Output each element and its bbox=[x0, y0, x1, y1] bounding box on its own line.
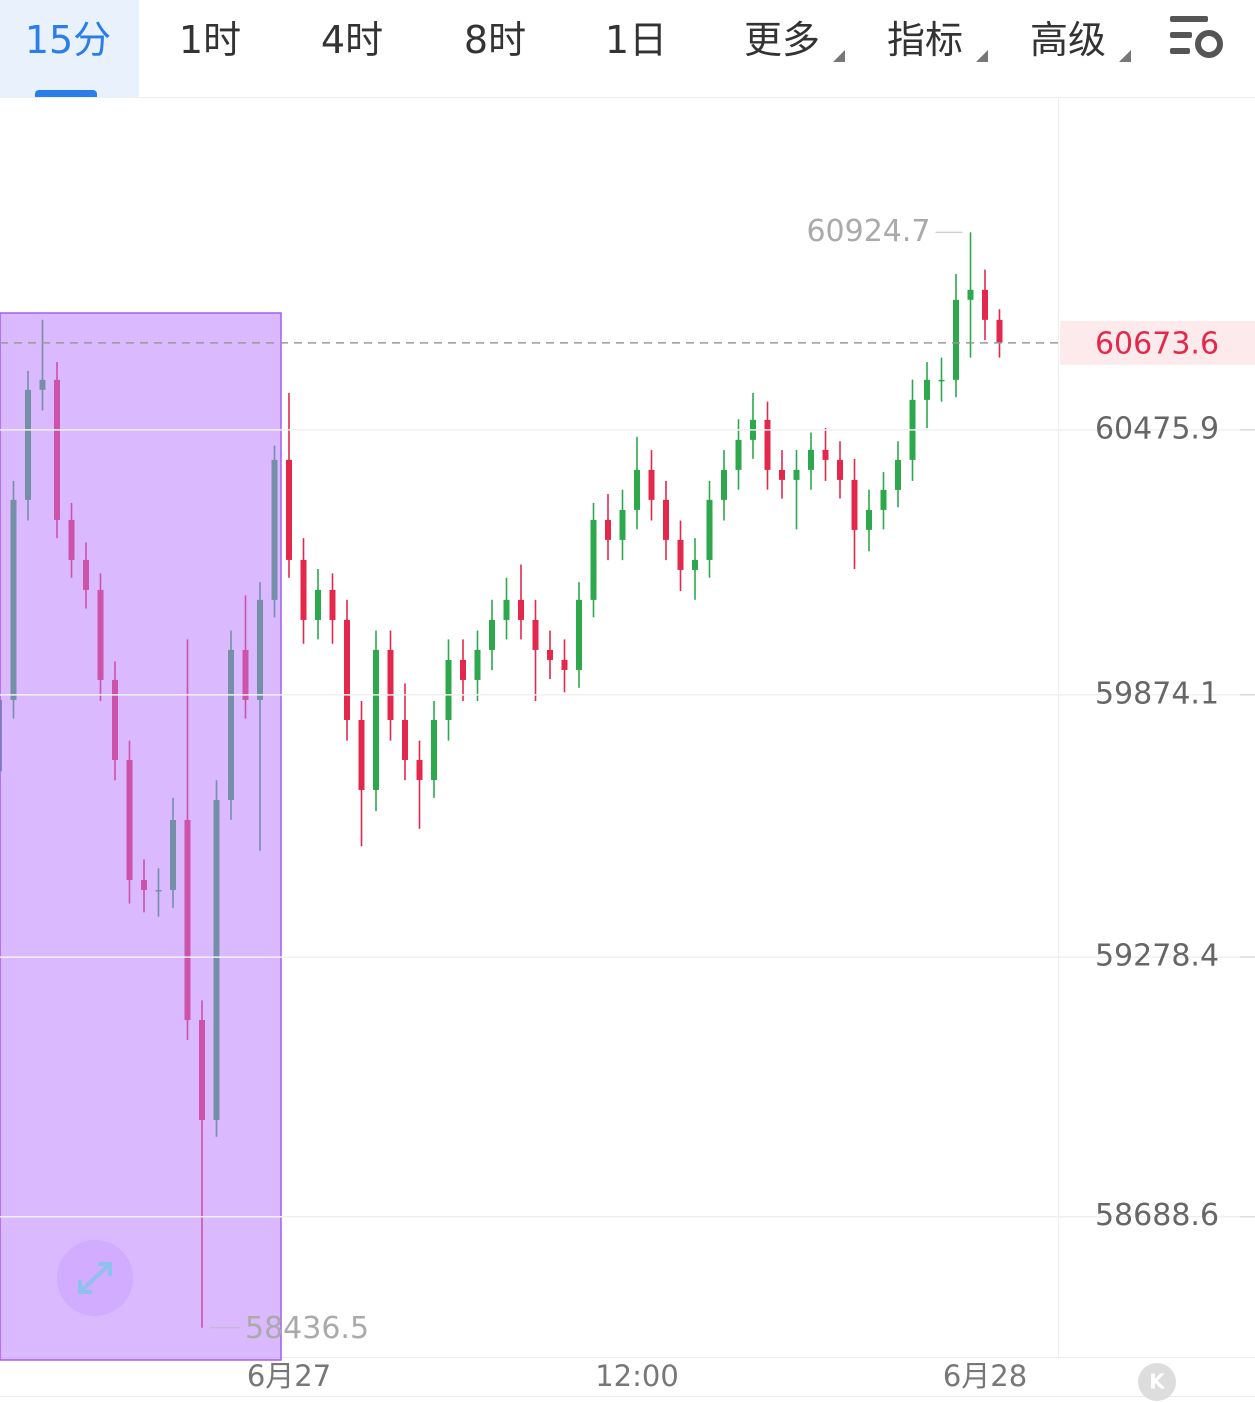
candle-body bbox=[938, 379, 945, 382]
candle-body bbox=[648, 469, 655, 500]
timeframe-tab[interactable]: 更多 bbox=[711, 0, 853, 97]
candle-body bbox=[735, 439, 742, 470]
candle-body bbox=[822, 449, 829, 460]
candle-body bbox=[547, 649, 553, 660]
candle-body bbox=[619, 509, 626, 540]
candle-body bbox=[373, 649, 379, 790]
candle-body bbox=[924, 379, 930, 400]
candle-body bbox=[286, 459, 292, 560]
candle-body bbox=[837, 459, 843, 480]
candle-body bbox=[358, 719, 365, 790]
x-tick-label: 6月27 bbox=[247, 1359, 331, 1393]
x-tick-label: 6月28 bbox=[943, 1359, 1027, 1393]
candle-body bbox=[402, 719, 408, 760]
expand-icon bbox=[78, 1262, 112, 1294]
timeframe-tab[interactable]: 指标 bbox=[854, 0, 996, 97]
timeframe-tab[interactable]: 4时 bbox=[320, 18, 384, 62]
candle-body bbox=[605, 519, 611, 540]
candle-body bbox=[503, 599, 510, 620]
candle-body bbox=[880, 489, 887, 510]
candle-body bbox=[300, 559, 307, 620]
candle-body bbox=[387, 649, 394, 720]
y-tick-label: 59874.1 bbox=[1095, 676, 1219, 711]
candle-body bbox=[576, 599, 582, 670]
candle-body bbox=[793, 469, 800, 480]
candle-body bbox=[764, 419, 771, 470]
candle-body bbox=[895, 459, 901, 490]
candle-body bbox=[982, 289, 988, 320]
timeframe-tab[interactable]: 15分 bbox=[0, 0, 139, 97]
y-tick-label: 60475.9 bbox=[1095, 411, 1219, 446]
candle-body bbox=[967, 289, 974, 300]
selection-overlay bbox=[0, 312, 282, 1361]
candle-body bbox=[561, 659, 568, 670]
x-tick-label: 12:00 bbox=[595, 1359, 679, 1393]
candle-body bbox=[460, 659, 466, 680]
timeframe-tab[interactable]: 高级 bbox=[997, 0, 1139, 97]
candle-body bbox=[532, 619, 539, 650]
candle-body bbox=[315, 589, 321, 620]
candle-body bbox=[431, 719, 437, 780]
candle-body bbox=[445, 659, 452, 720]
candle-body bbox=[416, 759, 423, 780]
candle-body bbox=[692, 559, 698, 570]
candle-body bbox=[590, 519, 597, 600]
candle-body bbox=[344, 619, 350, 720]
last-price-label: 60673.6 bbox=[1095, 326, 1219, 361]
timeframe-tab[interactable]: 1时 bbox=[178, 18, 242, 62]
y-tick-label: 58688.6 bbox=[1095, 1198, 1219, 1233]
candle-body bbox=[329, 589, 336, 620]
candle-body bbox=[518, 599, 524, 620]
candle-body bbox=[489, 619, 495, 650]
toolbar: 15分 1时 4时 8时 1日 更多 指标 高级 bbox=[0, 0, 1255, 98]
candle-body bbox=[866, 509, 872, 530]
settings-icon[interactable] bbox=[1170, 16, 1223, 58]
min-label: 58436.5 bbox=[245, 1311, 369, 1346]
timeframe-tab[interactable]: 1日 bbox=[604, 18, 668, 62]
candle-body bbox=[779, 469, 785, 480]
candle-body bbox=[706, 499, 713, 560]
candle-body bbox=[851, 479, 858, 530]
max-label: 60924.7 bbox=[806, 214, 930, 249]
candle-body bbox=[996, 319, 1003, 343]
candle-body bbox=[953, 299, 959, 380]
candle-body bbox=[663, 499, 669, 540]
last-price-badge bbox=[1060, 320, 1255, 365]
candle-body bbox=[721, 469, 727, 500]
k-icon: K bbox=[1149, 1370, 1166, 1394]
y-tick-label: 59278.4 bbox=[1095, 939, 1219, 974]
candle-body bbox=[808, 449, 814, 470]
k-button[interactable] bbox=[1138, 1363, 1176, 1401]
candle-body bbox=[634, 469, 640, 510]
timeframe-tab[interactable]: 8时 bbox=[463, 18, 527, 62]
candle-body bbox=[474, 649, 481, 680]
candle-body bbox=[677, 539, 684, 570]
